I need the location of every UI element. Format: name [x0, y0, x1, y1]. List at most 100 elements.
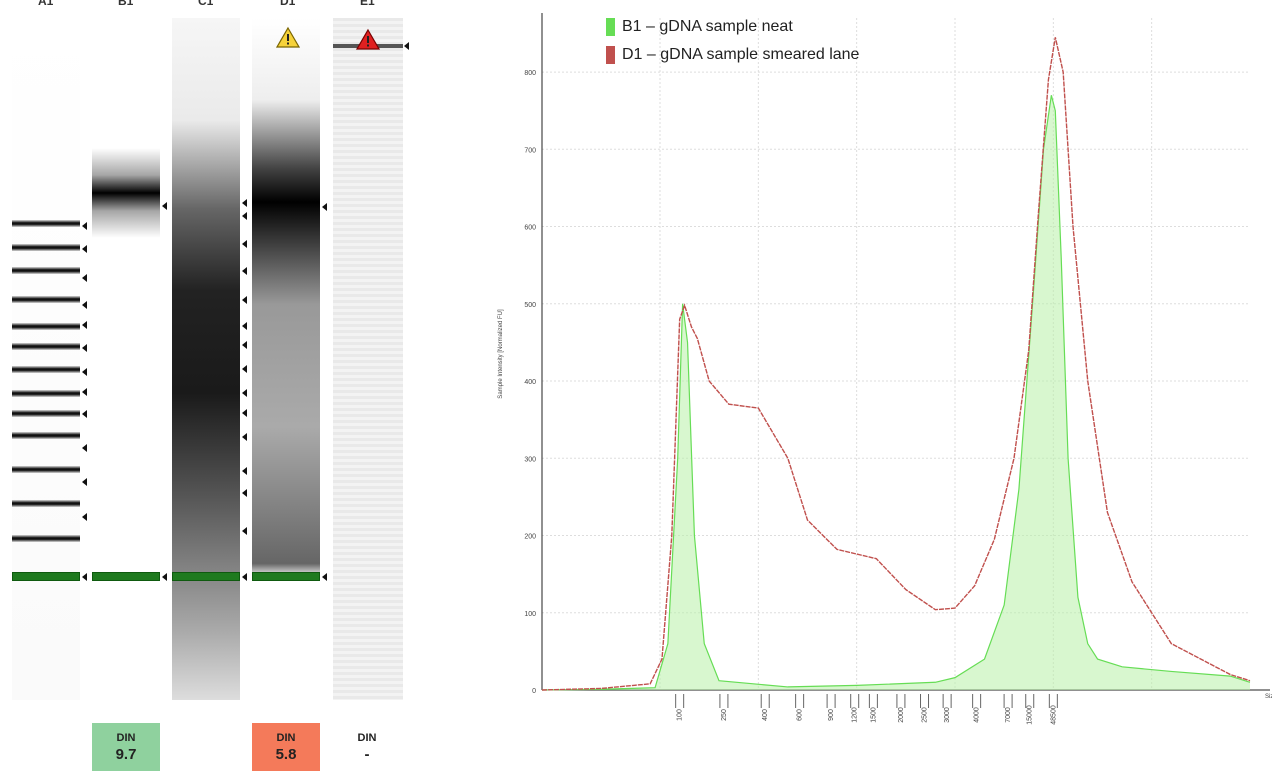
band-marker-arrow [82, 245, 87, 253]
din-box-e1: DIN - [333, 723, 401, 771]
gdna-band [92, 148, 160, 238]
lower-marker [12, 572, 80, 581]
lower-marker [252, 572, 320, 581]
ladder-band [12, 220, 80, 227]
band-marker-arrow [242, 322, 247, 330]
x-tick-label: 48500 [1050, 705, 1057, 725]
din-label: DIN [357, 732, 377, 744]
band-marker-arrow [242, 199, 247, 207]
lane-label-a1: A1 [38, 0, 54, 8]
din-value: 5.8 [275, 746, 297, 763]
sample-lane-e1 [333, 18, 403, 700]
ladder-band [12, 500, 80, 507]
y-tick-label: 100 [524, 611, 536, 618]
band-marker-arrow [242, 527, 247, 535]
series-d1-line [541, 37, 1251, 691]
x-axis-label: Size [bp] [1265, 694, 1272, 700]
band-marker-arrow [242, 267, 247, 275]
y-tick-label: 400 [524, 379, 536, 386]
band-marker-arrow [82, 301, 87, 309]
electropherogram: 0 100 200 300 400 500 600 700 800 Sample Intensit… [480, 0, 1272, 774]
ladder-lane [12, 18, 80, 700]
lane-label-d1: D1 [280, 0, 296, 8]
din-value: 9.7 [115, 746, 137, 763]
ladder-band [12, 323, 80, 330]
band-marker-arrow [82, 388, 87, 396]
y-tick-label: 300 [524, 456, 536, 463]
legend-swatch-d1 [606, 46, 615, 64]
x-tick-label: 2500 [922, 707, 929, 723]
x-tick-label: 900 [828, 709, 835, 721]
band-marker-arrow [242, 365, 247, 373]
din-box-b1: DIN 9.7 [92, 723, 160, 771]
band-marker-arrow [242, 409, 247, 417]
band-marker-arrow [242, 341, 247, 349]
sample-lane-d1 [252, 18, 320, 700]
ladder-band [12, 267, 80, 274]
series-b1-line [541, 95, 1251, 691]
legend-b1: B1 – gDNA sample neat [622, 18, 793, 35]
band-marker-arrow [242, 212, 247, 220]
band-marker-arrow [82, 573, 87, 581]
band-marker-arrow [242, 389, 247, 397]
band-marker-arrow [82, 368, 87, 376]
band-marker-arrow [322, 203, 327, 211]
x-tick-label: 250 [721, 709, 728, 721]
band-marker-arrow [82, 444, 87, 452]
band-marker-arrow [82, 274, 87, 282]
din-box-d1: DIN 5.8 [252, 723, 320, 771]
band-marker-arrow [242, 433, 247, 441]
ladder-band [12, 390, 80, 397]
x-tick-label: 4000 [974, 707, 981, 723]
x-tick-label: 15000 [1027, 705, 1034, 725]
band-marker-arrow [404, 42, 409, 50]
x-tick-label: 400 [762, 709, 769, 721]
electropherogram-chart: 0 100 200 300 400 500 600 700 800 Sample Intensit… [498, 13, 1272, 725]
band-marker-arrow [82, 344, 87, 352]
ladder-band [12, 535, 80, 542]
band-marker-arrow [242, 296, 247, 304]
x-tick-label: 1200 [852, 707, 859, 723]
band-marker-arrow [162, 202, 167, 210]
x-tick-label: 1500 [870, 707, 877, 723]
ladder-band [12, 432, 80, 439]
din-label: DIN [276, 732, 296, 744]
sample-lane-c1 [172, 18, 240, 700]
band-marker-arrow [82, 222, 87, 230]
lane-label-b1: B1 [118, 0, 134, 8]
x-tick-label: 7000 [1005, 707, 1012, 723]
lower-marker [92, 572, 160, 581]
band-marker-arrow [242, 240, 247, 248]
sample-lane-b1 [92, 18, 160, 700]
din-value: - [364, 746, 370, 763]
y-tick-label: 800 [524, 70, 536, 77]
ladder-band [12, 410, 80, 417]
series-b1-area [542, 95, 1250, 690]
band-marker-arrow [162, 573, 167, 581]
legend-swatch-b1 [606, 18, 615, 36]
y-tick-label: 500 [524, 302, 536, 309]
lane-label-e1: E1 [360, 0, 375, 8]
error-icon [356, 28, 380, 50]
ladder-band [12, 343, 80, 350]
ladder-band [12, 466, 80, 473]
lower-marker [172, 572, 240, 581]
y-axis-label: Sample Intensity [Normalized FU] [498, 309, 504, 399]
gel-image: A1 B1 C1 D1 E1 DIN 9.7 DIN 5.8 DIN [0, 0, 430, 774]
x-tick-label: 3000 [944, 707, 951, 723]
band-marker-arrow [242, 489, 247, 497]
ladder-band [12, 366, 80, 373]
band-marker-arrow [82, 321, 87, 329]
x-tick-label: 2000 [898, 707, 905, 723]
band-marker-arrow [82, 410, 87, 418]
warning-icon [276, 26, 300, 48]
x-tick-label: 100 [677, 709, 684, 721]
legend-d1: D1 – gDNA sample smeared lane [622, 46, 860, 63]
ladder-band [12, 244, 80, 251]
band-marker-arrow [82, 513, 87, 521]
din-label: DIN [116, 732, 136, 744]
band-marker-arrow [82, 478, 87, 486]
x-tick-label: 600 [797, 709, 804, 721]
lane-label-c1: C1 [198, 0, 214, 8]
y-tick-label: 0 [532, 688, 536, 695]
